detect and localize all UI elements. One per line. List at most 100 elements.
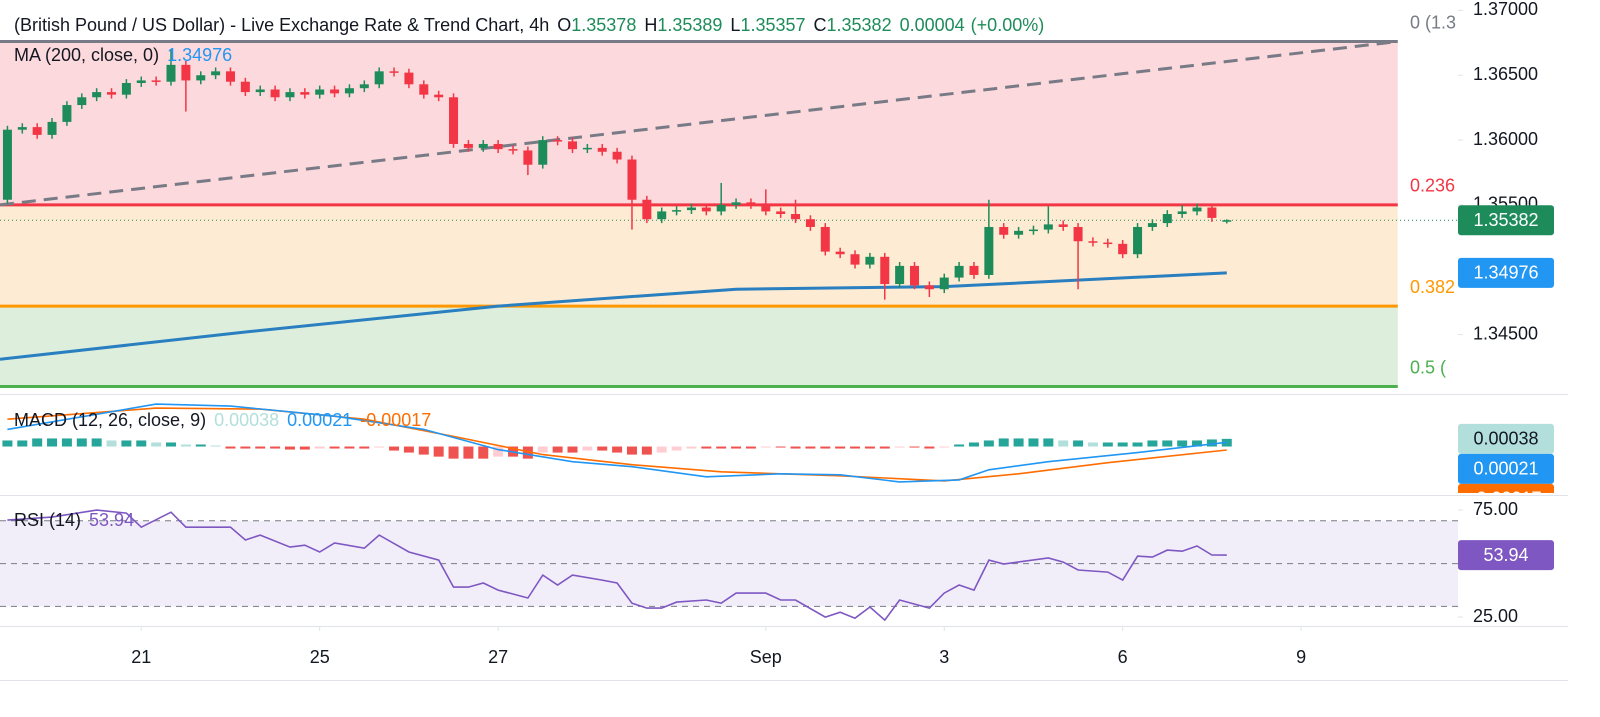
legend-item: H [644,15,657,35]
candle-body [1192,207,1202,212]
candle-body [597,147,607,152]
histogram-bar [968,442,979,447]
candle-body [32,127,42,135]
candle-body [1177,211,1187,215]
candle-body [910,265,920,286]
histogram-bar [835,446,846,449]
fib-label: 0.5 ( [1410,357,1446,377]
candle-body [642,199,652,220]
histogram-bar [255,446,266,449]
candle-body [1028,229,1038,232]
candle-body [820,226,830,252]
candle-body [300,92,310,95]
candle-body [1073,226,1083,242]
candle-body [582,147,592,150]
histogram-bar [493,446,504,457]
candle-body [731,202,741,205]
histogram-bar [612,446,623,453]
candle-body [17,127,27,130]
candle-body [434,94,444,98]
histogram-bar [1206,439,1217,447]
histogram-bar [270,446,281,449]
candle-body [419,84,429,95]
candle-body [285,92,295,98]
histogram-bar [344,446,355,449]
rsi-value-box [1458,540,1554,571]
histogram-bar [463,446,474,459]
histogram-bar [552,446,563,453]
rsi-line [7,509,1227,622]
histogram-bar [1177,440,1188,447]
candle-body [686,207,696,211]
histogram-bar [701,446,712,449]
candle-body [805,219,815,227]
histogram-bar [47,438,58,447]
histogram-bar [716,446,727,449]
histogram-bar [1013,438,1024,447]
candle-body [835,251,845,255]
legend: MACD (12, 26, close, 9) 0.00038 0.00021 -0.… [14,410,431,430]
histogram-bar [686,446,697,449]
histogram-bar [537,446,548,453]
fib-label: 0.382 [1410,277,1455,297]
histogram-bar [939,446,950,448]
histogram-value-text: 0.00038 [1473,429,1538,449]
candle-body [776,211,786,215]
candle-body [523,150,533,165]
histogram-bar [850,446,861,449]
candle-body [939,277,949,290]
y-tick-label: 1.34500 [1473,323,1538,343]
histogram-bar [2,440,13,447]
candle-body [865,256,875,265]
candle-body [374,71,384,85]
legend-item: O [557,15,571,35]
histogram-bar [166,442,177,447]
fib-zone [0,306,1398,387]
histogram-bar [61,438,72,447]
histogram-bar [329,446,340,449]
histogram-bar [389,446,400,451]
candle-body [493,143,503,150]
candle-body [567,141,577,150]
legend-item: 1.35389 [657,15,722,35]
histogram-bar [597,446,608,451]
fib-label: 0.236 [1410,176,1455,196]
histogram-bar [32,438,43,447]
ma-value-box [1458,257,1554,288]
candle-body [478,143,488,148]
legend-item: 1.34976 [167,45,232,65]
legend-item: L [730,15,740,35]
macd-pane: 0.00038 0.00021 -0.00017 [2,403,1554,493]
candle-body [1147,223,1157,227]
candle-body [404,72,414,85]
candle-body [999,226,1009,235]
last-price-box [1458,205,1554,236]
histogram-bar [76,438,87,447]
histogram-bar [448,446,459,459]
histogram-bar [225,446,236,449]
legend-item: 1.35382 [827,15,892,35]
x-tick-label: 25 [310,647,330,667]
histogram-bar [106,440,117,447]
candle-body [627,159,637,200]
candle-body [984,226,994,275]
legend-item: 0.00021 [287,410,352,430]
rsi-value-text: 53.94 [1483,545,1528,565]
histogram-bar [240,446,251,449]
candle-body [657,211,667,220]
candle-body [954,265,964,278]
candle-body [389,71,399,73]
histogram-bar [820,446,831,449]
candle-body [1058,224,1068,227]
x-tick-label: 6 [1118,647,1128,667]
candle-body [196,75,206,81]
histogram-bar [374,446,385,448]
candle-body [1103,242,1113,245]
candle-body [553,140,563,142]
legend: RSI (14) 53.94 [14,510,134,530]
candle-body [791,214,801,220]
histogram-value-box [1458,423,1554,454]
x-tick-label: Sep [750,647,782,667]
histogram-bar [983,440,994,447]
histogram-bar [924,446,935,449]
